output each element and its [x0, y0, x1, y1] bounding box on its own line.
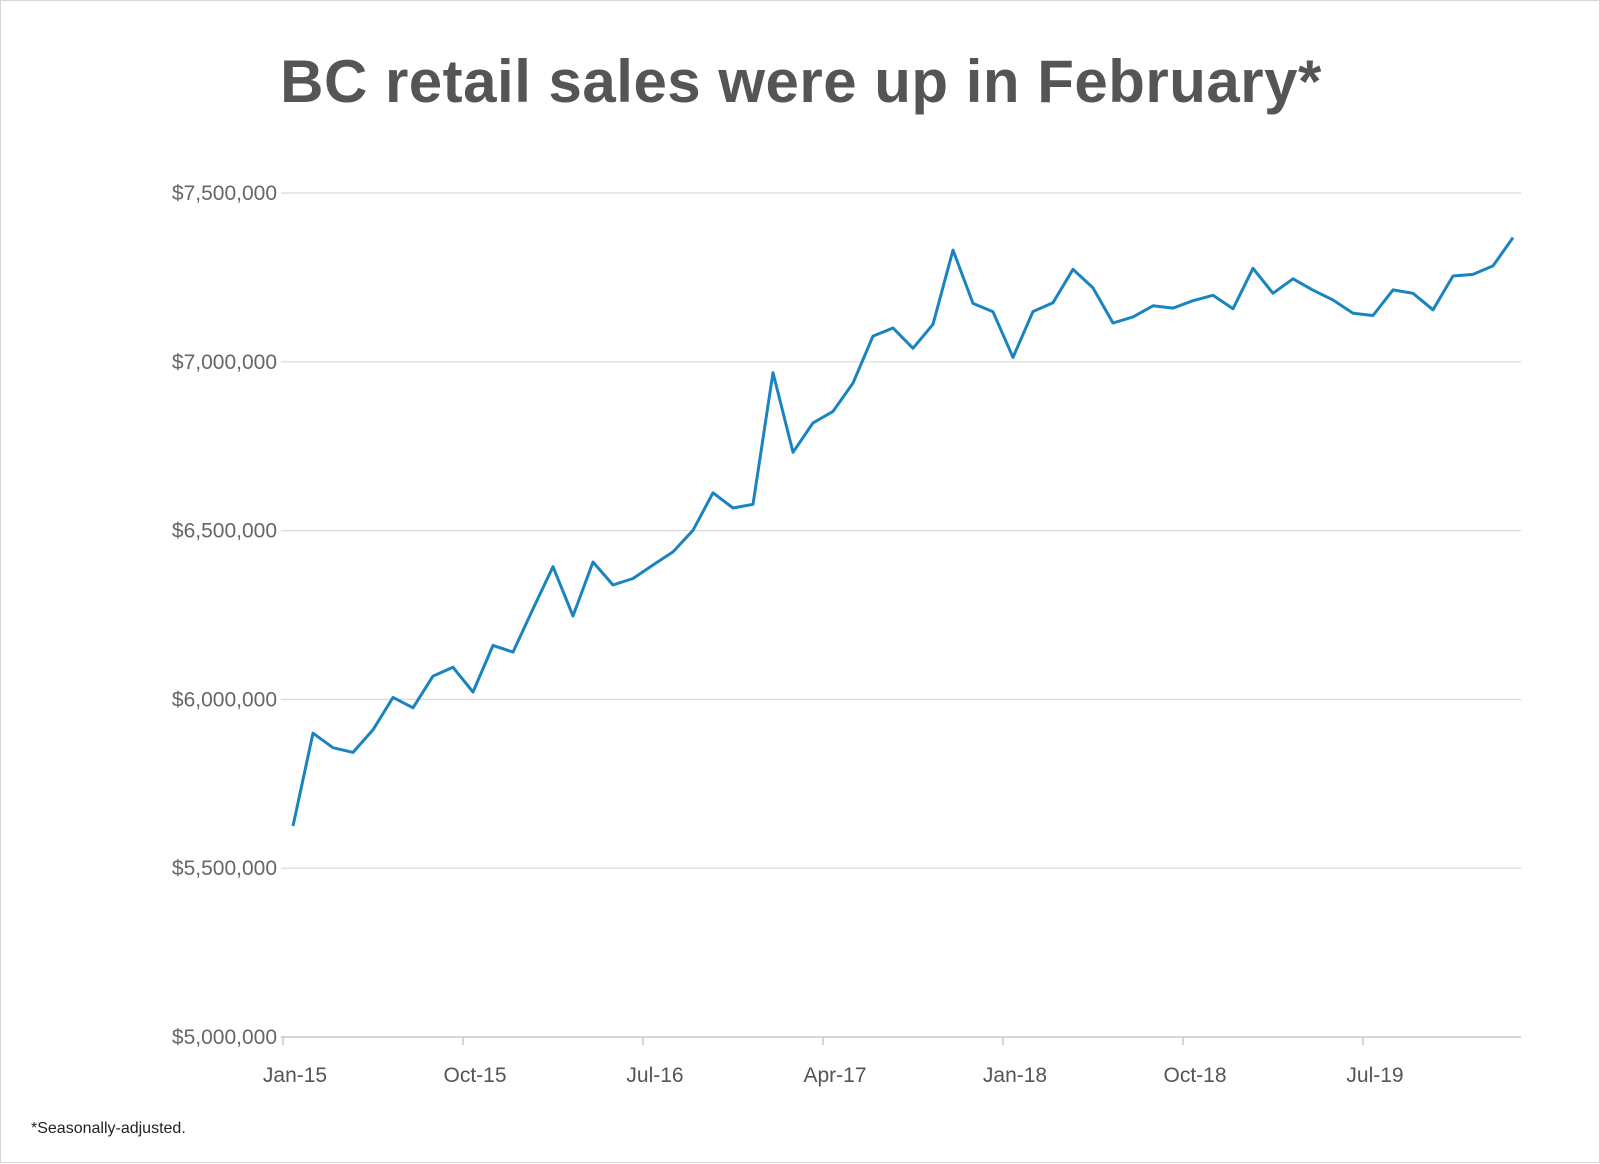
series-line [291, 236, 1515, 827]
data-point [1491, 264, 1495, 268]
series-points [291, 236, 1515, 828]
data-point [651, 563, 655, 567]
data-point [1411, 291, 1415, 295]
data-point [971, 301, 975, 305]
data-point [1311, 288, 1315, 292]
data-point [1451, 274, 1455, 278]
data-point [1031, 310, 1035, 314]
y-tick-label: $5,000,000 [172, 1026, 277, 1049]
data-point [431, 674, 435, 678]
data-point [771, 371, 775, 375]
data-point [1151, 304, 1155, 308]
data-point [691, 528, 695, 532]
data-point [1351, 311, 1355, 315]
data-point [511, 650, 515, 654]
data-point [291, 824, 295, 828]
x-tick-label: Jul-16 [626, 1064, 683, 1087]
data-point [951, 248, 955, 252]
data-point [1271, 291, 1275, 295]
footnote: *Seasonally-adjusted. [31, 1120, 186, 1137]
data-point [451, 665, 455, 669]
data-point [811, 421, 815, 425]
data-point [491, 643, 495, 647]
data-point [1511, 236, 1515, 240]
data-point [471, 690, 475, 694]
data-point [611, 583, 615, 587]
data-point [631, 577, 635, 581]
y-tick-label: $6,000,000 [172, 688, 277, 711]
y-tick-label: $6,500,000 [172, 520, 277, 543]
chart-title: BC retail sales were up in February* [280, 48, 1322, 115]
data-point [551, 565, 555, 569]
data-point [1131, 315, 1135, 319]
data-point [911, 346, 915, 350]
x-tick-label: Jan-15 [263, 1064, 327, 1087]
data-point [671, 550, 675, 554]
data-point [1331, 298, 1335, 302]
data-point [1371, 314, 1375, 318]
x-axis-ticks: Jan-15 Oct-15 Jul-16 Apr-17 Jan-18 Oct-18 Jul-… [263, 1037, 1404, 1087]
y-tick-label: $7,000,000 [172, 351, 277, 374]
data-point [1291, 277, 1295, 281]
y-tick-label: $5,500,000 [172, 857, 277, 880]
data-point [1091, 286, 1095, 290]
data-point [331, 746, 335, 750]
x-tick-label: Jan-18 [983, 1064, 1047, 1087]
x-tick-label: Apr-17 [803, 1064, 866, 1087]
data-point [891, 326, 895, 330]
data-point [1211, 293, 1215, 297]
data-point [791, 450, 795, 454]
data-point [591, 560, 595, 564]
data-point [1011, 355, 1015, 359]
data-point [1231, 307, 1235, 311]
data-point [411, 706, 415, 710]
data-point [531, 607, 535, 611]
data-point [571, 614, 575, 618]
data-point [851, 381, 855, 385]
data-point [1251, 266, 1255, 270]
data-point [1171, 306, 1175, 310]
data-point [311, 731, 315, 735]
x-tick-label: Jul-19 [1346, 1064, 1403, 1087]
data-point [991, 310, 995, 314]
data-point [1051, 301, 1055, 305]
data-point [371, 728, 375, 732]
data-point [831, 409, 835, 413]
data-point [1471, 272, 1475, 276]
data-point [871, 334, 875, 338]
y-axis-ticks: $5,000,000 $5,500,000 $6,000,000 $6,500,000… [172, 182, 277, 1049]
data-point [731, 506, 735, 510]
data-point [1071, 267, 1075, 271]
x-tick-label: Oct-18 [1163, 1064, 1226, 1087]
data-point [351, 750, 355, 754]
grid-lines [281, 192, 1521, 869]
data-point [751, 502, 755, 506]
data-point [1191, 299, 1195, 303]
x-tick-label: Oct-15 [443, 1064, 506, 1087]
data-point [391, 695, 395, 699]
data-point [931, 322, 935, 326]
data-point [1111, 321, 1115, 325]
data-point [711, 491, 715, 495]
data-point [1391, 288, 1395, 292]
data-point [1431, 308, 1435, 312]
y-tick-label: $7,500,000 [172, 182, 277, 205]
